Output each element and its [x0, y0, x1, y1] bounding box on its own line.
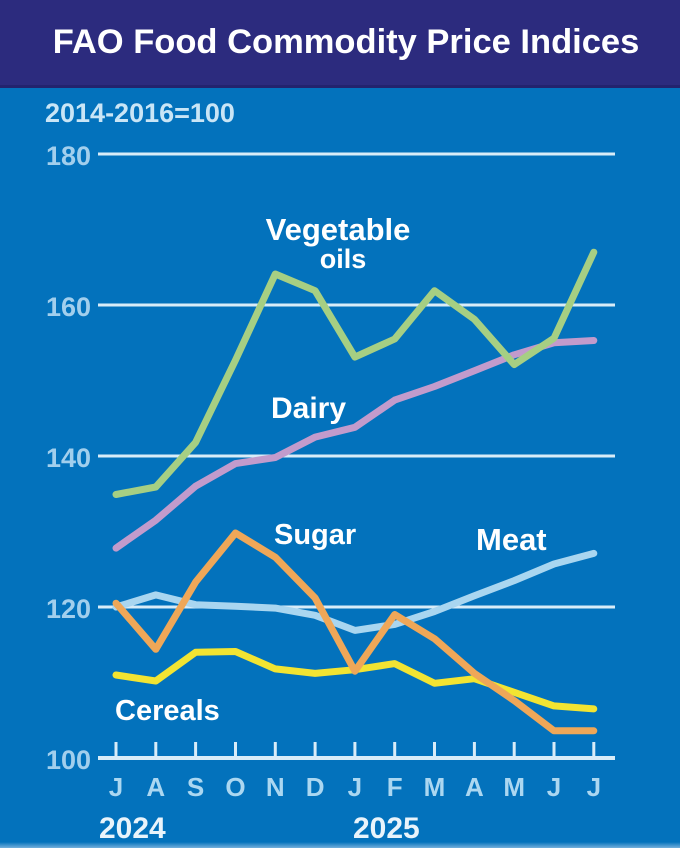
svg-text:J: J — [587, 772, 601, 802]
svg-text:2014-2016=100: 2014-2016=100 — [45, 98, 235, 128]
svg-text:Meat: Meat — [476, 522, 547, 557]
svg-text:oils: oils — [320, 244, 367, 274]
svg-text:O: O — [225, 772, 245, 802]
svg-text:100: 100 — [46, 745, 91, 775]
svg-text:Vegetable: Vegetable — [266, 212, 411, 247]
svg-text:J: J — [547, 772, 561, 802]
svg-text:2024: 2024 — [99, 812, 166, 845]
svg-text:180: 180 — [46, 141, 91, 171]
svg-text:140: 140 — [46, 443, 91, 473]
svg-text:Dairy: Dairy — [271, 392, 346, 425]
svg-text:160: 160 — [46, 292, 91, 322]
svg-text:2025: 2025 — [353, 812, 420, 845]
svg-text:M: M — [503, 772, 525, 802]
svg-text:J: J — [109, 772, 123, 802]
svg-text:A: A — [146, 772, 165, 802]
svg-text:M: M — [424, 772, 446, 802]
svg-text:Cereals: Cereals — [115, 695, 220, 727]
svg-text:F: F — [387, 772, 403, 802]
svg-text:D: D — [306, 772, 325, 802]
svg-text:N: N — [266, 772, 285, 802]
svg-text:120: 120 — [46, 594, 91, 624]
svg-text:Sugar: Sugar — [274, 519, 356, 551]
svg-text:FAO Food Commodity Price Indic: FAO Food Commodity Price Indices — [53, 23, 640, 61]
svg-text:J: J — [348, 772, 362, 802]
svg-text:A: A — [465, 772, 484, 802]
svg-text:S: S — [187, 772, 204, 802]
